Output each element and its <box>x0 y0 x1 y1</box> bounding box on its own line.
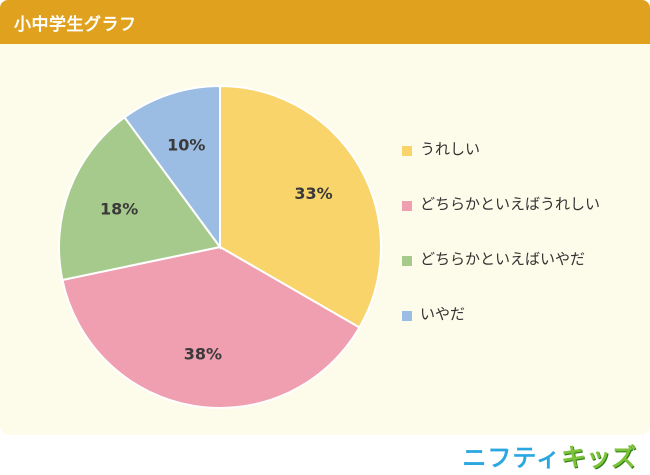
legend-swatch <box>402 256 412 266</box>
legend-label: どちらかといえばうれしい <box>420 195 601 213</box>
pie-slice-dochira-ureshii <box>61 245 361 410</box>
pie-slice-iyada <box>123 84 221 251</box>
logo-text-nifty: ニフティ <box>462 444 561 472</box>
header-bar: 小中学生グラフ <box>0 0 650 44</box>
legend-label: うれしい <box>420 140 481 158</box>
pie-label-dochira-iyada: 18% <box>100 200 138 219</box>
pie-label-dochira-ureshii: 38% <box>184 345 222 364</box>
nifty-kids-logo[interactable]: ニフティキッズ <box>462 438 636 472</box>
legend-swatch <box>402 201 412 211</box>
legend-label: どちらかといえばいやだ <box>420 250 586 268</box>
pie-slice-dochira-iyada <box>58 115 222 282</box>
page-title: 小中学生グラフ <box>14 15 137 35</box>
pie-chart: 33% 38% 18% 10% <box>58 84 382 410</box>
pie-label-ureshii: 33% <box>294 184 332 203</box>
pie-slice-ureshii <box>219 84 382 329</box>
pie-label-iyada: 10% <box>167 135 205 154</box>
logo-text-kids: キッズ <box>560 443 636 472</box>
legend-label: いやだ <box>420 305 466 323</box>
legend-swatch <box>402 146 412 156</box>
legend-swatch <box>402 311 412 321</box>
